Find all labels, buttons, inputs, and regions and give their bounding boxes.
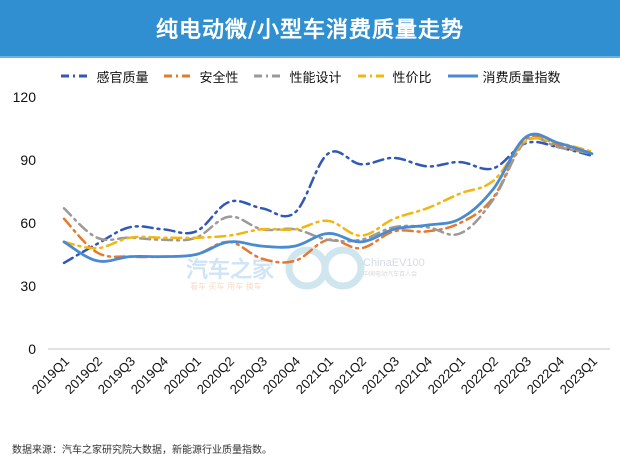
series-line-2 (62, 136, 594, 243)
y-tick-label: 60 (20, 215, 36, 231)
legend-label: 感官质量 (96, 70, 149, 86)
legend-label: 消费质量指数 (482, 70, 561, 86)
chart-title: 纯电动微/小型车消费质量走势 (155, 18, 465, 43)
legend-swatch-icon (447, 74, 478, 78)
watermark: 汽车之家 看车 买车 用车 换车 ChinaEV100 中国电动汽车百人会 (186, 246, 425, 291)
series-lines (62, 132, 594, 265)
legend-swatch-icon (357, 74, 388, 78)
watermark-partner: ChinaEV100 (363, 257, 425, 269)
legend-label: 安全性 (199, 70, 239, 86)
legend: 感官质量 安全性 性能设计 性价比 消费质量指数 (0, 64, 620, 88)
legend-item: 消费质量指数 (446, 67, 561, 86)
legend-item: 性能设计 (252, 67, 342, 86)
y-tick-label: 0 (28, 341, 36, 357)
legend-swatch-icon (254, 74, 285, 78)
legend-item: 性价比 (356, 67, 432, 86)
x-axis: 2019Q12019Q22019Q32019Q42020Q12020Q22020… (29, 354, 600, 397)
watermark-tags: 看车 买车 用车 换车 (190, 281, 262, 291)
watermark-logo-icon (321, 246, 365, 290)
legend-label: 性能设计 (289, 70, 342, 86)
y-tick-label: 30 (20, 278, 36, 294)
legend-label: 性价比 (392, 70, 432, 86)
y-tick-label: 90 (20, 152, 36, 168)
y-axis: 0 30 60 90 120 (13, 89, 37, 357)
series-line-3 (62, 137, 594, 250)
legend-item: 感官质量 (59, 67, 148, 86)
x-tick-label: 2023Q1 (557, 354, 600, 397)
data-source-note: 数据来源：汽车之家研究院大数据，新能源行业质量指数。 (12, 445, 272, 456)
series-line-0 (62, 140, 594, 265)
watermark-brand: 汽车之家 (186, 257, 275, 283)
y-tick-label: 120 (13, 89, 37, 105)
title-bar: 纯电动微/小型车消费质量走势 (0, 0, 620, 58)
watermark-logo-icon (285, 246, 329, 290)
legend-swatch-icon (164, 74, 195, 78)
legend-swatch-icon (61, 74, 92, 78)
watermark-partner-sub: 中国电动汽车百人会 (363, 270, 417, 278)
legend-item: 安全性 (162, 67, 238, 86)
series-line-4 (62, 132, 594, 263)
